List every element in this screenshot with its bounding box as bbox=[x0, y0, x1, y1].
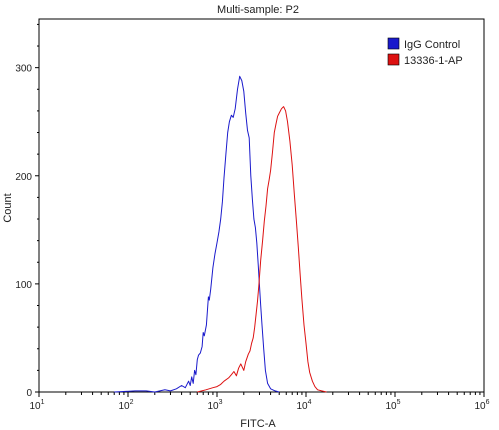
plot-frame bbox=[38, 18, 485, 393]
x-tick-label: 102 bbox=[118, 399, 133, 412]
x-tick-label: 103 bbox=[207, 399, 222, 412]
x-tick-label: 104 bbox=[296, 399, 311, 412]
plot-area: 0 100 200 300 101 102 103 104 105 106 bbox=[15, 18, 490, 412]
chart-title: Multi-sample: P2 bbox=[217, 4, 299, 16]
y-tick-label: 200 bbox=[15, 172, 32, 183]
series-line bbox=[114, 75, 280, 393]
y-tick-label: 300 bbox=[15, 64, 32, 75]
x-tick-label: 105 bbox=[385, 399, 400, 412]
legend-swatch bbox=[387, 37, 400, 50]
x-axis-label: FITC-A bbox=[240, 418, 276, 430]
x-tick-label: 106 bbox=[474, 399, 489, 412]
y-axis-label: Count bbox=[2, 193, 14, 222]
y-tick-label: 100 bbox=[15, 280, 32, 291]
y-tick-label: 0 bbox=[26, 388, 32, 399]
legend: IgG Control 13336-1-AP bbox=[387, 37, 463, 67]
legend-swatch bbox=[387, 53, 400, 66]
series-line bbox=[197, 106, 327, 393]
legend-label: IgG Control bbox=[404, 39, 460, 51]
legend-label: 13336-1-AP bbox=[404, 55, 463, 67]
x-tick-label: 101 bbox=[29, 399, 44, 412]
